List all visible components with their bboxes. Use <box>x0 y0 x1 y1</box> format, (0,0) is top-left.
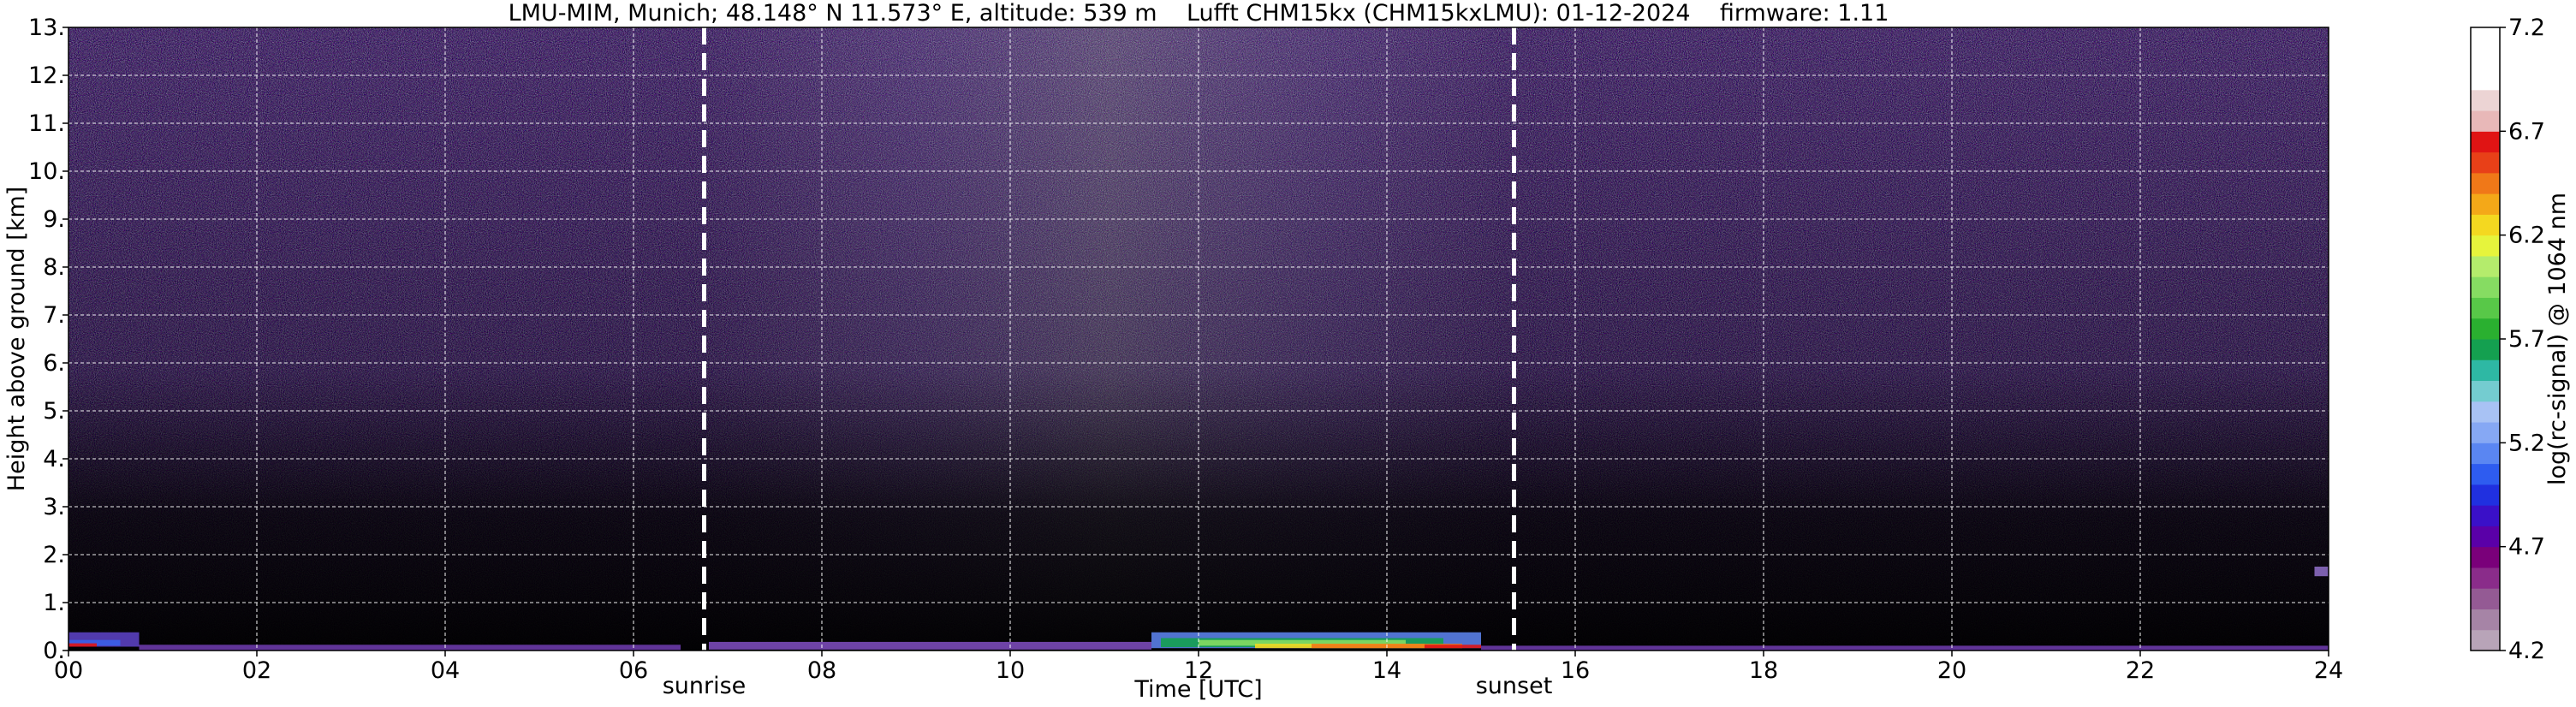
colorbar-swatch <box>2471 609 2500 631</box>
x-tick-label: 00 <box>54 657 83 684</box>
y-tick-label: 11. <box>28 110 65 137</box>
colorbar-swatch <box>2471 463 2500 485</box>
x-tick-label: 04 <box>431 657 460 684</box>
event-labels: sunrise sunset <box>663 673 1553 699</box>
colorbar-tick-label: 5.2 <box>2508 430 2545 456</box>
colorbar-label: log(rc-signal) @ 1064 nm <box>2544 193 2571 485</box>
grid <box>68 27 2329 651</box>
x-tick-label: 10 <box>996 657 1025 684</box>
y-tick-label: 2. <box>43 542 65 568</box>
x-tick-label: 18 <box>1749 657 1778 684</box>
sunset-label: sunset <box>1476 673 1553 699</box>
y-tick-label: 12. <box>28 62 65 89</box>
y-tick-label: 9. <box>43 206 65 233</box>
colorbar-swatch <box>2471 193 2500 215</box>
chart-title: LMU-MIM, Munich; 48.148° N 11.573° E, al… <box>509 0 1889 27</box>
y-tick-label: 6. <box>43 350 65 377</box>
y-axis-label: Height above ground [km] <box>3 187 30 491</box>
colorbar-swatch <box>2471 526 2500 548</box>
y-tick-label: 13. <box>28 15 65 41</box>
colorbar-swatch <box>2471 629 2500 651</box>
x-tick-label: 12 <box>1184 657 1213 684</box>
x-tick-label: 06 <box>619 657 648 684</box>
colorbar-swatch <box>2471 68 2500 91</box>
y-tick-label: 1. <box>43 590 65 616</box>
colorbar-swatch <box>2471 131 2500 153</box>
colorbar-tick-label: 5.7 <box>2508 326 2545 353</box>
colorbar-swatch <box>2471 27 2500 49</box>
colorbar-swatch <box>2471 172 2500 194</box>
signal-patch-12 <box>2314 567 2329 577</box>
signal-patch-10 <box>1425 645 1481 649</box>
y-tick-label: 4. <box>43 446 65 472</box>
colorbar-swatch <box>2471 401 2500 423</box>
signal-patch-4 <box>709 641 1151 650</box>
x-tick-label: 14 <box>1372 657 1401 684</box>
colorbar-swatch <box>2471 588 2500 609</box>
colorbar-swatch <box>2471 422 2500 443</box>
y-tick-label: 3. <box>43 494 65 520</box>
colorbar-swatch <box>2471 152 2500 174</box>
x-tick-label: 20 <box>1937 657 1966 684</box>
colorbar-swatch <box>2471 505 2500 526</box>
colorbar-swatch <box>2471 48 2500 70</box>
colorbar-tick-label: 4.7 <box>2508 534 2545 561</box>
y-axis: 0. 1. 2. 3. 4. 5. 6. 7. 8. 9. 10. 11. 12. 13. <box>28 15 68 664</box>
x-tick-label: 22 <box>2126 657 2155 684</box>
colorbar-swatch <box>2471 110 2500 132</box>
colorbar-tick-label: 7.2 <box>2508 15 2545 41</box>
colorbar-tick-label: 4.2 <box>2508 638 2545 664</box>
colorbar-swatch <box>2471 484 2500 506</box>
y-tick-label: 10. <box>28 158 65 185</box>
colorbar-tick-label: 6.7 <box>2508 118 2545 145</box>
colorbar-swatch <box>2471 339 2500 360</box>
x-tick-label: 16 <box>1561 657 1590 684</box>
colorbar-swatch <box>2471 276 2500 298</box>
colorbar-swatch <box>2471 380 2500 402</box>
x-axis-label: Time [UTC] <box>1133 676 1262 703</box>
colorbar-swatch <box>2471 443 2500 465</box>
signal-patch-7 <box>1199 639 1406 646</box>
colorbar-swatch <box>2471 359 2500 382</box>
signal-patch-11 <box>1481 645 2329 651</box>
colorbar-swatch <box>2471 255 2500 277</box>
signal-patch-2 <box>68 643 97 647</box>
colorbar-swatch <box>2471 567 2500 589</box>
boundary-layer-signal <box>68 567 2329 651</box>
y-tick-label: 0. <box>43 638 65 664</box>
colorbar-swatch <box>2471 89 2500 111</box>
colorbar-axis: 4.2 4.7 5.2 5.7 6.2 6.7 7.2 <box>2500 15 2545 664</box>
colorbar-swatch <box>2471 546 2500 568</box>
colorbar-tick-label: 6.2 <box>2508 223 2545 249</box>
y-tick-label: 7. <box>43 302 65 329</box>
colorbar-swatch <box>2471 235 2500 257</box>
x-axis: 00 02 04 06 08 10 12 14 16 18 20 22 24 <box>54 651 2343 684</box>
x-tick-label: 02 <box>242 657 271 684</box>
sunrise-label: sunrise <box>663 673 747 699</box>
signal-patch-3 <box>139 645 681 651</box>
x-tick-label: 08 <box>807 657 836 684</box>
colorbar-swatch <box>2471 214 2500 236</box>
y-tick-label: 8. <box>43 254 65 281</box>
y-tick-label: 5. <box>43 398 65 425</box>
signal-patch-1 <box>68 639 121 646</box>
x-tick-label: 24 <box>2314 657 2343 684</box>
colorbar-swatch <box>2471 318 2500 340</box>
colorbar-swatch <box>2471 297 2500 319</box>
colorbar <box>2470 27 2501 651</box>
event-markers <box>702 27 1516 651</box>
